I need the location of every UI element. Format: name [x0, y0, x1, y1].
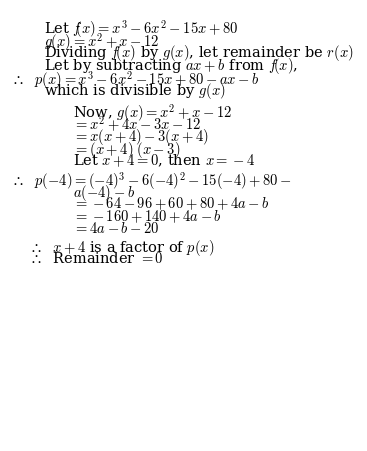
Text: $\therefore$  $p(x) = x^3 - 6x^2 - 15x + 80 - ax - b$: $\therefore$ $p(x) = x^3 - 6x^2 - 15x + … — [11, 69, 260, 90]
Text: $a(-4) - b$: $a(-4) - b$ — [73, 182, 135, 202]
Text: Dividing $f\!(x)$ by $g(x)$, let remainder be $r(x)$: Dividing $f\!(x)$ by $g(x)$, let remaind… — [44, 43, 354, 63]
Text: Let $x + 4 = 0$, then $x = -4$: Let $x + 4 = 0$, then $x = -4$ — [73, 152, 255, 169]
Text: $= 4a - b - 20$: $= 4a - b - 20$ — [73, 220, 160, 235]
Text: $= (x + 4)\;(x - 3)$: $= (x + 4)\;(x - 3)$ — [73, 139, 181, 159]
Text: Let $f\!\!(x) = x^3 - 6x^2 - 15x + 80$: Let $f\!\!(x) = x^3 - 6x^2 - 15x + 80$ — [44, 18, 238, 40]
Text: $g(x) = x^2 + x - 12$: $g(x) = x^2 + x - 12$ — [44, 31, 160, 52]
Text: $= -160 + 140 + 4a - b$: $= -160 + 140 + 4a - b$ — [73, 207, 222, 224]
Text: $= x^2 + 4x - 3x - 12$: $= x^2 + 4x - 3x - 12$ — [73, 114, 202, 133]
Text: $= x(x + 4) - 3(x + 4)$: $= x(x + 4) - 3(x + 4)$ — [73, 127, 209, 147]
Text: Now, $g(x) = x^2 + x - 12$: Now, $g(x) = x^2 + x - 12$ — [73, 101, 232, 123]
Text: $\therefore$  $x + 4$ is a factor of $p(x)$: $\therefore$ $x + 4$ is a factor of $p(x… — [29, 238, 215, 258]
Text: Let by subtracting $ax + b$ from $f\!(x)$,: Let by subtracting $ax + b$ from $f\!(x)… — [44, 56, 298, 76]
Text: $= -64 - 96 + 60 + 80 + 4a - b$: $= -64 - 96 + 60 + 80 + 4a - b$ — [73, 195, 270, 212]
Text: $\therefore$  Remainder $= 0$: $\therefore$ Remainder $= 0$ — [29, 250, 164, 265]
Text: $\therefore$  $p(-4) = (-4)^3 - 6(-4)^2 - 15(-4) + 80 -$: $\therefore$ $p(-4) = (-4)^3 - 6(-4)^2 -… — [11, 170, 292, 191]
Text: which is divisible by $g(x)$: which is divisible by $g(x)$ — [44, 81, 226, 101]
